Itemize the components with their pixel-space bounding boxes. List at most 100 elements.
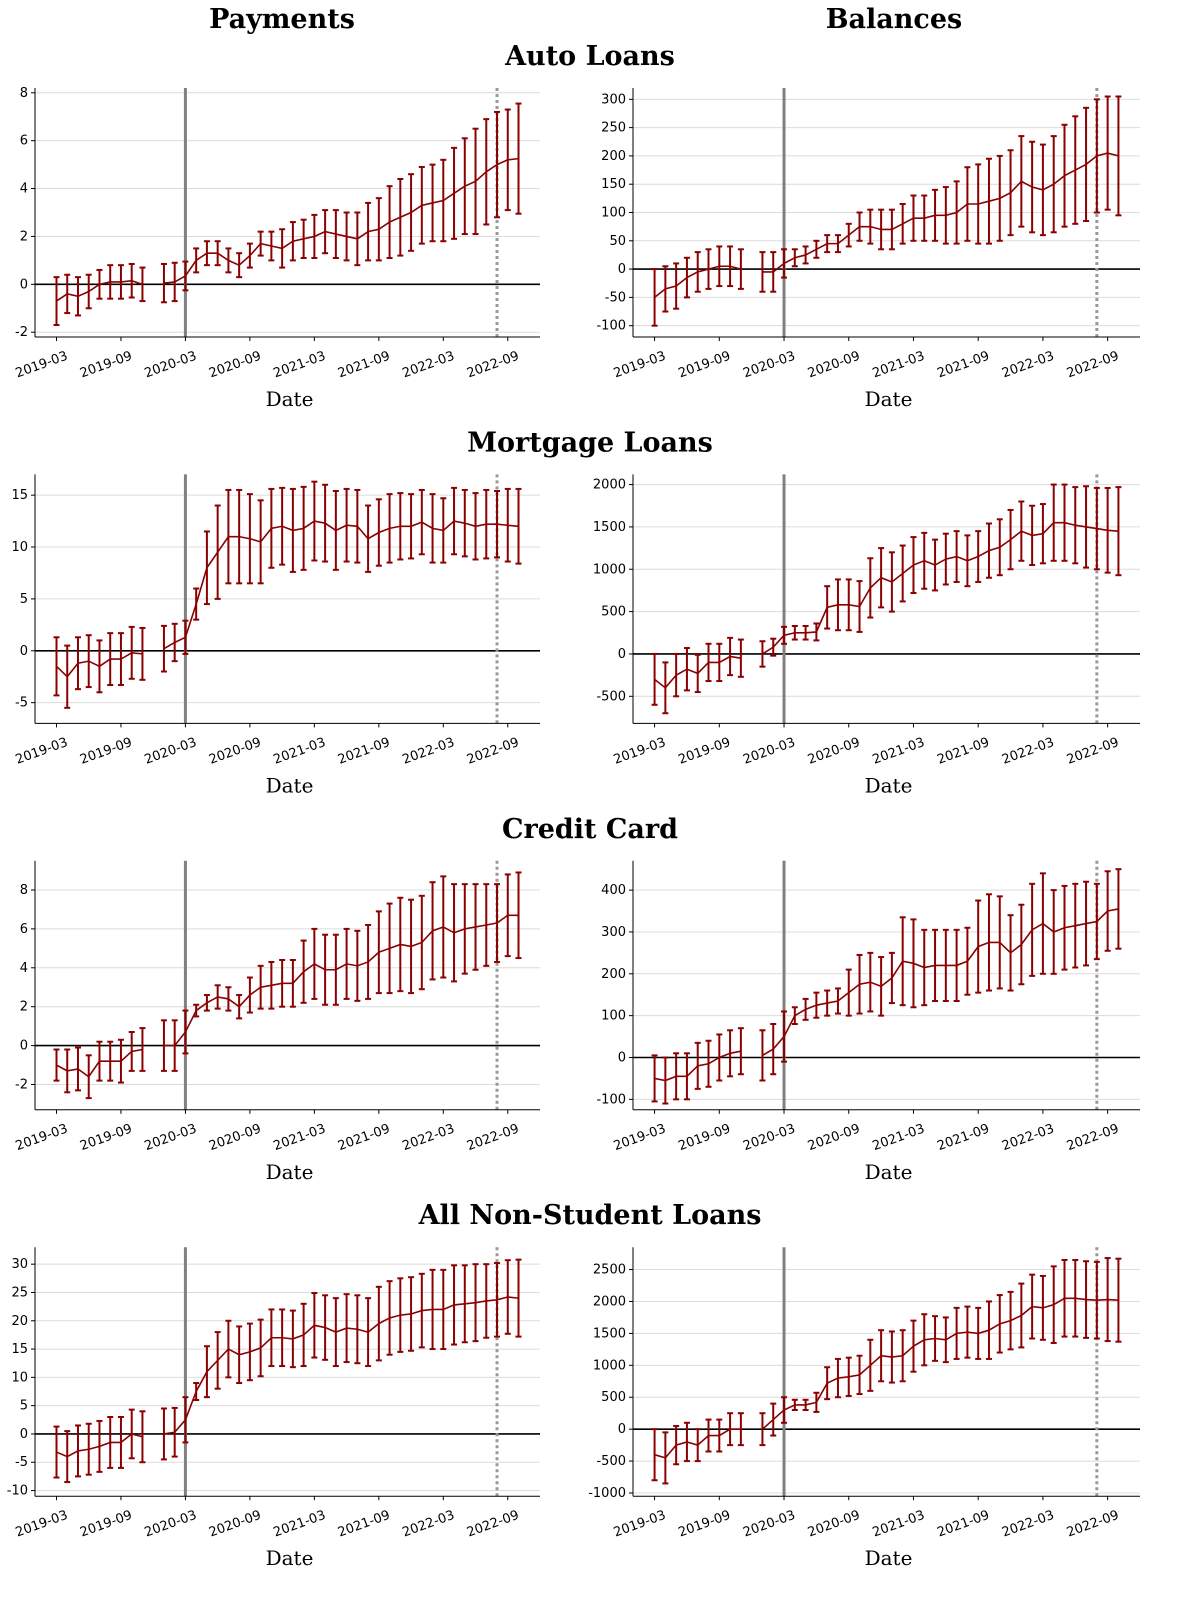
y-tick-label: -100 [596,319,626,334]
x-tick-label: 2019-09 [78,1121,134,1154]
x-tick-label: 2019-03 [612,735,668,768]
x-tick-label: 2022-09 [1065,735,1121,768]
x-tick-label: 2019-09 [676,1508,732,1541]
x-tick-label: 2021-03 [871,1508,927,1541]
x-tick-label: 2021-09 [935,349,991,382]
x-tick-label: 2020-03 [741,735,797,768]
x-tick-label: 2022-09 [1065,1121,1121,1154]
x-tick-label: 2022-09 [1065,1508,1121,1541]
y-tick-label: 0 [618,1422,626,1437]
panel: -500 0 500 1000 1500 2000 2019-03 2019-09 2020-0… [593,474,1140,797]
y-tick-label: 0 [20,1039,28,1054]
x-tick-label: 2022-03 [400,735,456,768]
x-tick-label: 2022-03 [400,1121,456,1154]
column-header: Payments [209,4,355,35]
panel: -100 0 100 200 300 400 2019-03 2019-09 2020-03 20… [596,860,1140,1184]
panel: -1000 -500 0 500 1000 1500 2000 2500 2019-03 2019… [588,1247,1140,1570]
x-tick-label: 2022-09 [465,349,521,382]
x-axis-label: Date [266,387,314,411]
x-tick-label: 2020-03 [143,349,199,382]
x-tick-label: 2020-03 [143,1121,199,1154]
x-tick-label: 2019-09 [676,1121,732,1154]
x-tick-label: 2020-03 [741,1508,797,1541]
y-tick-label: 1500 [593,1326,626,1341]
section-title: Credit Card [502,814,678,845]
x-axis-label: Date [266,1160,314,1184]
y-tick-label: 100 [601,1009,626,1024]
y-tick-label: 1500 [593,520,626,535]
x-tick-label: 2019-09 [78,349,134,382]
y-tick-label: 2000 [593,478,626,493]
x-tick-label: 2019-03 [14,1508,70,1541]
x-tick-label: 2020-09 [806,735,862,768]
x-tick-label: 2022-09 [1065,349,1121,382]
series-line [654,152,1119,299]
y-tick-label: 5 [20,592,28,607]
y-tick-label: 0 [20,1427,28,1442]
series-line [654,908,1119,1082]
panel: -100 -50 0 50 100 150 200 250 300 2019-03 2019-09 2… [596,88,1140,411]
x-axis-label: Date [865,1546,913,1570]
y-tick-label: 6 [20,922,28,937]
y-tick-label: 1000 [593,1358,626,1373]
x-tick-label: 2021-09 [935,735,991,768]
panel: -2 0 2 4 6 8 2019-03 2019-09 2020-03 2020-09 2021-… [14,86,540,411]
y-tick-label: 500 [601,1390,626,1405]
y-tick-label: -500 [596,1454,626,1469]
y-tick-label: 20 [11,1314,28,1329]
y-tick-label: 1000 [593,562,626,577]
x-tick-label: 2019-03 [14,1121,70,1154]
y-tick-label: 0 [20,644,28,659]
y-tick-label: 6 [20,134,28,149]
y-tick-label: 25 [11,1285,28,1300]
section-title: All Non-Student Loans [418,1200,762,1231]
x-tick-label: 2020-09 [806,349,862,382]
y-tick-label: -100 [596,1092,626,1107]
x-tick-label: 2022-09 [465,1508,521,1541]
x-tick-label: 2019-03 [14,735,70,768]
y-tick-label: 200 [601,149,626,164]
series-line [56,914,519,1078]
y-tick-label: 10 [11,540,28,555]
x-tick-label: 2019-03 [612,1508,668,1541]
x-axis-label: Date [266,1546,314,1570]
section-title: Auto Loans [504,41,675,72]
y-tick-label: 250 [601,121,626,136]
y-tick-label: -2 [15,325,28,340]
x-tick-label: 2020-03 [143,1508,199,1541]
x-tick-label: 2019-09 [78,735,134,768]
x-tick-label: 2022-03 [400,1508,456,1541]
y-tick-label: 0 [618,647,626,662]
y-tick-label: 8 [20,883,28,898]
y-tick-label: 500 [601,605,626,620]
x-axis-label: Date [865,387,913,411]
y-tick-label: 4 [20,182,28,197]
x-tick-label: 2022-03 [400,349,456,382]
x-tick-label: 2020-09 [207,1508,263,1541]
series-line [55,520,519,678]
x-tick-label: 2021-03 [272,1508,328,1541]
x-axis-label: Date [865,1160,913,1184]
x-tick-label: 2019-09 [676,735,732,768]
column-header: Balances [826,4,963,35]
x-tick-label: 2021-09 [935,1508,991,1541]
y-tick-label: -2 [15,1078,28,1093]
x-tick-label: 2021-03 [871,349,927,382]
panel: -2 0 2 4 6 8 2019-03 2019-09 2020-03 2020-09 2021-… [14,860,540,1184]
x-tick-label: 2022-03 [1000,349,1056,382]
x-tick-label: 2022-09 [465,1121,521,1154]
x-tick-label: 2019-03 [612,349,668,382]
x-axis-label: Date [266,773,314,797]
x-tick-label: 2022-09 [465,735,521,768]
x-tick-label: 2020-09 [806,1121,862,1154]
x-tick-label: 2020-03 [741,1121,797,1154]
x-tick-label: 2021-09 [935,1121,991,1154]
y-tick-label: 15 [11,1342,28,1357]
x-tick-label: 2022-03 [1000,1508,1056,1541]
series-line [654,521,1119,689]
y-tick-label: -500 [596,689,626,704]
y-tick-label: 2 [20,229,28,244]
x-tick-label: 2021-03 [272,349,328,382]
y-tick-label: 10 [11,1370,28,1385]
